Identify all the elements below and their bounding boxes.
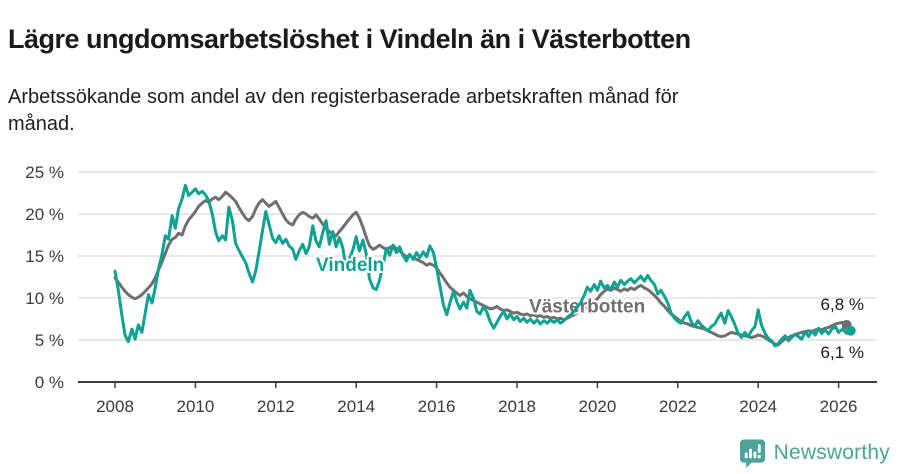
line-chart-canvas: 0 % 5 % 10 % 15 % 20 % 25 % 2008 2010 2012 2014 20…: [25, 163, 877, 416]
chart-subtitle: Arbetssökande som andel av den registerb…: [8, 86, 679, 135]
line-chart: 0 % 5 % 10 % 15 % 20 % 25 % 2008 2010 2012 2014 20…: [0, 148, 900, 448]
y-axis-label: 5 %: [35, 331, 64, 350]
x-axis-label: 2008: [96, 397, 134, 416]
series-label-vsterbotten: Västerbotten: [529, 296, 645, 317]
y-axis-label: 20 %: [25, 205, 64, 224]
x-axis-label: 2012: [257, 397, 295, 416]
y-axis-label: 10 %: [25, 289, 64, 308]
series-endpoint-vindeln: [845, 325, 856, 336]
speech-bubble-bar-chart-icon: [739, 439, 765, 468]
y-axis-label: 25 %: [25, 163, 64, 182]
newsworthy-logo: Newsworthy: [738, 437, 890, 469]
x-axis-label: 2010: [176, 397, 214, 416]
x-axis-label: 2026: [820, 397, 858, 416]
series-line-vindeln: [113, 183, 853, 348]
y-axis-label: 15 %: [25, 247, 64, 266]
x-axis-label: 2016: [418, 397, 456, 416]
end-value-label-vsterbotten: 6,8 %: [821, 295, 864, 314]
series-label-vindeln: Vindeln: [316, 255, 384, 276]
series-line-vsterbotten: [113, 190, 849, 347]
x-axis-label: 2018: [498, 397, 536, 416]
x-axis-label: 2022: [659, 397, 697, 416]
x-axis-label: 2024: [739, 397, 777, 416]
newsworthy-brand-text: Newsworthy: [773, 441, 890, 464]
end-value-label-vindeln: 6,1 %: [821, 343, 864, 362]
y-axis-label: 0 %: [35, 373, 64, 392]
page-title: Lägre ungdomsarbetslöshet i Vindeln än i…: [8, 24, 691, 55]
x-axis-label: 2020: [578, 397, 616, 416]
x-axis-label: 2014: [337, 397, 375, 416]
